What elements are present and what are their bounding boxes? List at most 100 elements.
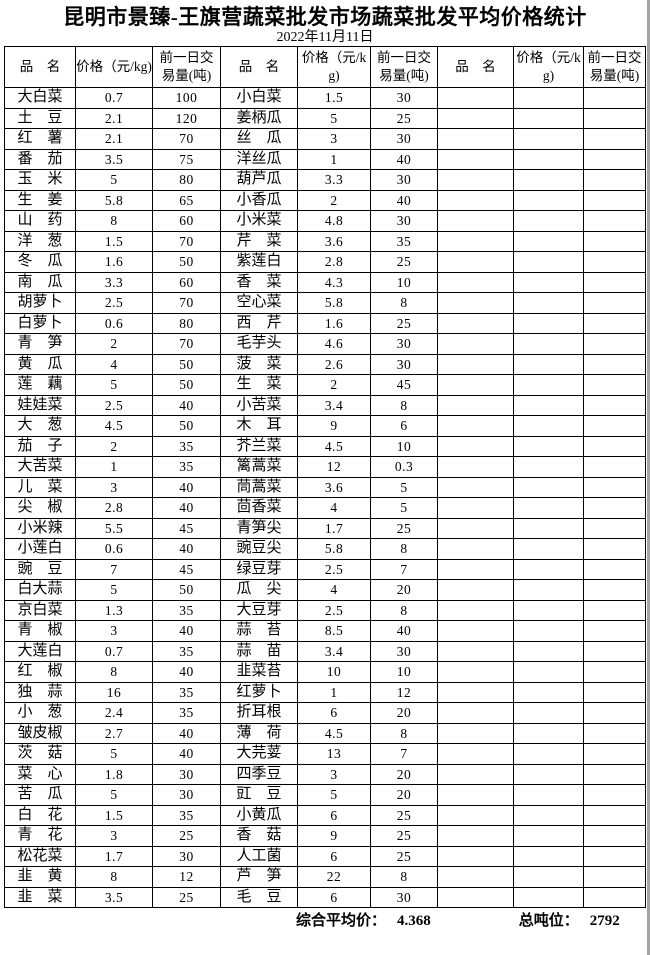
table-row: 小莲白 0.6 40 豌豆尖 5.8 8 [4,538,646,560]
cell-name: 芹 菜 [220,230,298,252]
cell-price: 4 [297,497,371,519]
price-table: 品 名价格（元/kg) 前一日交易量(吨) 品 名价格（元/kg) 前一日交易量(吨)… [4,46,646,908]
table-row: 松花菜 1.7 30 人工菌 6 25 [4,845,646,867]
cell-volume: 0.3 [370,456,438,478]
cell-name: 豇 豆 [220,784,298,806]
cell-price: 5.8 [297,538,371,560]
column-header-volume: 前一日交易量(吨) [583,46,646,88]
cell-volume: 40 [152,661,221,683]
cell-volume: 30 [152,784,221,806]
table-row: 洋 葱 1.5 70 芹 菜 3.6 35 [4,230,646,252]
cell-volume: 45 [152,517,221,539]
cell-name [437,620,514,642]
column-header-name: 品 名 [220,46,298,88]
cell-name [437,456,514,478]
cell-volume: 25 [370,107,438,129]
cell-name: 大苦菜 [4,456,76,478]
column-header-name: 品 名 [4,46,76,88]
cell-volume: 12 [152,866,221,888]
cell-price [513,681,584,703]
cell-price: 7 [75,558,153,580]
cell-volume [583,415,646,437]
cell-price [513,87,584,109]
cell-volume: 35 [152,681,221,703]
column-header-price: 价格（元/kg) [75,46,153,88]
cell-volume: 30 [370,886,438,908]
cell-price: 5.5 [75,517,153,539]
cell-price: 3.4 [297,394,371,416]
cell-price: 1.7 [297,517,371,539]
table-row: 小 葱 2.4 35 折耳根 6 20 [4,702,646,724]
cell-price [513,476,584,498]
cell-volume: 20 [370,579,438,601]
cell-volume [583,312,646,334]
cell-volume: 6 [370,415,438,437]
table-row: 尖 椒 2.8 40 茴香菜 4 5 [4,497,646,519]
cell-name [437,87,514,109]
cell-price: 2.5 [297,599,371,621]
cell-price [513,845,584,867]
cell-price [513,128,584,150]
column-header-price: 价格（元/kg) [297,46,371,88]
cell-name: 芦 笋 [220,866,298,888]
cell-volume: 40 [152,743,221,765]
table-row: 皱皮椒 2.7 40 薄 荷 4.5 8 [4,722,646,744]
cell-price: 8 [75,210,153,232]
table-row: 白萝卜 0.6 80 西 芹 1.6 25 [4,312,646,334]
cell-name: 小米菜 [220,210,298,232]
cell-name [437,743,514,765]
cell-name: 松花菜 [4,845,76,867]
cell-name: 大白菜 [4,87,76,109]
cell-name: 胡萝卜 [4,292,76,314]
cell-name: 大豆芽 [220,599,298,621]
cell-name: 苦 瓜 [4,784,76,806]
cell-price: 2 [75,333,153,355]
cell-name: 人工菌 [220,845,298,867]
table-row: 胡萝卜 2.5 70 空心菜 5.8 8 [4,292,646,314]
avg-price-value: 4.368 [397,913,431,929]
cell-price: 2 [297,189,371,211]
table-row: 白 花 1.5 35 小黄瓜 6 25 [4,804,646,826]
cell-price: 12 [297,456,371,478]
cell-price: 3.5 [75,148,153,170]
cell-volume: 30 [370,333,438,355]
cell-volume [583,394,646,416]
cell-price: 1.5 [75,804,153,826]
table-row: 青 椒 3 40 蒜 苔 8.5 40 [4,620,646,642]
cell-price: 6 [297,845,371,867]
cell-name [437,107,514,129]
cell-price: 5.8 [297,292,371,314]
table-row: 大苦菜 1 35 篱蒿菜 12 0.3 [4,456,646,478]
cell-volume [583,579,646,601]
cell-volume: 5 [370,497,438,519]
cell-price: 5 [297,107,371,129]
cell-name: 香 菇 [220,825,298,847]
cell-price [513,599,584,621]
cell-name: 青笋尖 [220,517,298,539]
cell-price: 4.5 [297,435,371,457]
cell-price: 1.3 [75,599,153,621]
cell-price: 4.3 [297,271,371,293]
cell-volume: 70 [152,128,221,150]
cell-name [437,271,514,293]
cell-volume: 65 [152,189,221,211]
cell-name [437,476,514,498]
cell-price: 2.6 [297,353,371,375]
cell-price [513,702,584,724]
cell-volume [583,271,646,293]
cell-price: 10 [297,661,371,683]
cell-volume: 30 [370,640,438,662]
cell-name: 香 菜 [220,271,298,293]
cell-name: 姜柄瓜 [220,107,298,129]
cell-name: 洋 葱 [4,230,76,252]
cell-name: 土 豆 [4,107,76,129]
table-row: 茨 菇 5 40 大芫荽 13 7 [4,743,646,765]
table-row: 京白菜 1.3 35 大豆芽 2.5 8 [4,599,646,621]
cell-name [437,538,514,560]
cell-price: 3.3 [297,169,371,191]
cell-name: 四季豆 [220,763,298,785]
cell-volume [583,722,646,744]
cell-price: 5 [297,784,371,806]
cell-volume: 25 [370,517,438,539]
cell-volume: 30 [152,763,221,785]
